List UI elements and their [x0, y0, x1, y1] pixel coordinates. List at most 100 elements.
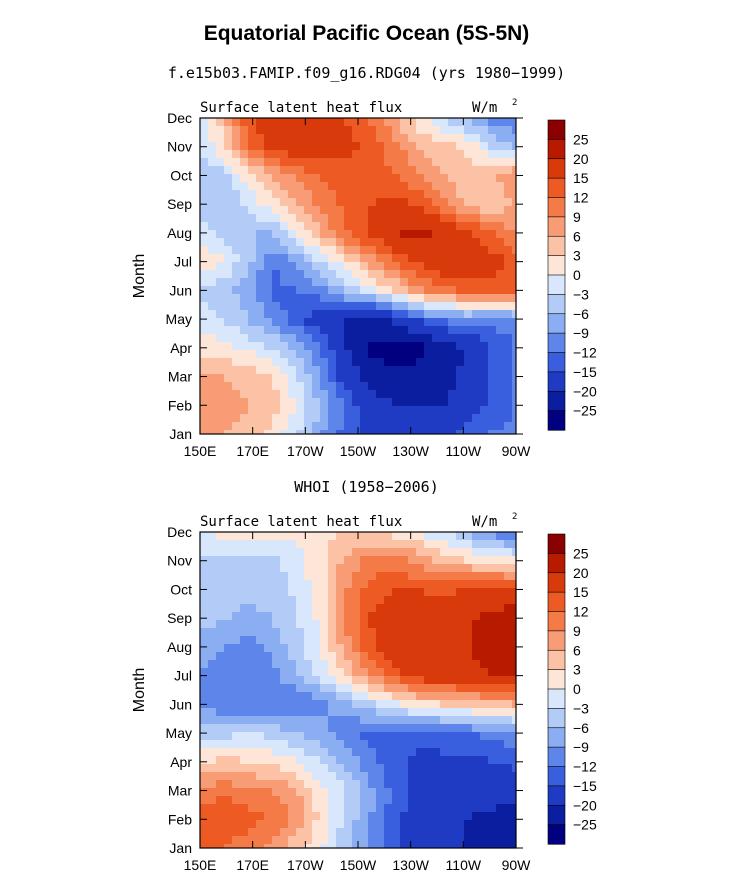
heatmap-cell	[288, 684, 297, 693]
heatmap-cell	[272, 222, 281, 231]
heatmap-cell	[320, 270, 329, 279]
heatmap-cell	[496, 326, 505, 335]
heatmap-cell	[264, 390, 273, 399]
heatmap-cell	[392, 174, 401, 183]
heatmap-cell	[320, 390, 329, 399]
heatmap-cell	[256, 382, 265, 391]
heatmap-cell	[352, 676, 361, 685]
heatmap-cell	[456, 358, 465, 367]
heatmap-cell	[400, 692, 409, 701]
heatmap-cell	[328, 780, 337, 789]
heatmap-cell	[504, 628, 513, 637]
heatmap-cell	[232, 820, 241, 829]
heatmap-cell	[360, 326, 369, 335]
heatmap-cell	[320, 548, 329, 557]
heatmap-cell	[392, 780, 401, 789]
heatmap-cell	[208, 772, 217, 781]
heatmap-cell	[504, 198, 513, 207]
heatmap-cell	[416, 254, 425, 263]
heatmap-cell	[512, 214, 516, 223]
heatmap-cell	[336, 118, 345, 127]
colorbar-swatch	[547, 533, 566, 554]
heatmap-cell	[304, 532, 313, 541]
heatmap-cell	[224, 540, 233, 549]
heatmap-cell	[240, 588, 249, 597]
heatmap-cell	[440, 556, 449, 565]
heatmap-cell	[296, 612, 305, 621]
heatmap-cell	[432, 612, 441, 621]
heatmap-cell	[424, 620, 433, 629]
heatmap-cell	[448, 406, 457, 415]
colorbar-swatch	[547, 824, 566, 845]
heatmap-cell	[360, 422, 369, 431]
heatmap-cell	[496, 828, 505, 837]
heatmap-cell	[296, 342, 305, 351]
heatmap-cell	[376, 788, 385, 797]
heatmap-cell	[464, 230, 473, 239]
heatmap-cell	[288, 532, 297, 541]
heatmap-cell	[208, 166, 217, 175]
heatmap-cell	[480, 222, 489, 231]
heatmap-cell	[512, 286, 516, 295]
heatmap-cell	[320, 166, 329, 175]
heatmap-cell	[320, 190, 329, 199]
heatmap-cell	[456, 126, 465, 135]
heatmap-cell	[408, 796, 417, 805]
heatmap-cell	[232, 398, 241, 407]
heatmap-cell	[264, 708, 273, 717]
heatmap-cell	[272, 820, 281, 829]
heatmap-cell	[424, 174, 433, 183]
units-superscript: 2	[512, 98, 517, 108]
heatmap-cell	[328, 246, 337, 255]
heatmap-cell	[424, 844, 433, 848]
heatmap-cell	[472, 788, 481, 797]
heatmap-cell	[240, 206, 249, 215]
heatmap-cell	[360, 652, 369, 661]
colorbar-label: 3	[573, 248, 581, 264]
heatmap-cell	[432, 620, 441, 629]
heatmap-cell	[488, 580, 497, 589]
heatmap-cell	[384, 166, 393, 175]
heatmap-cell	[376, 310, 385, 319]
heatmap-cell	[440, 422, 449, 431]
heatmap-cell	[272, 406, 281, 415]
heatmap-cell	[440, 844, 449, 848]
heatmap-cell	[264, 222, 273, 231]
heatmap-cell	[208, 174, 217, 183]
heatmap-cell	[488, 222, 497, 231]
heatmap-cell	[400, 126, 409, 135]
heatmap-cell	[368, 804, 377, 813]
heatmap-cell	[256, 660, 265, 669]
heatmap-cell	[264, 246, 273, 255]
panel1-subtitle: f.e15b03.FAMIP.f09_g16.RDG04 (yrs 1980−1…	[167, 64, 566, 82]
heatmap-cell	[256, 206, 265, 215]
heatmap-cell	[248, 326, 257, 335]
heatmap-cell	[200, 334, 209, 343]
heatmap-cell	[440, 724, 449, 733]
heatmap-cell	[352, 572, 361, 581]
heatmap-cell	[208, 572, 217, 581]
heatmap-cell	[280, 374, 289, 383]
heatmap-cell	[288, 350, 297, 359]
heatmap-cell	[496, 796, 505, 805]
heatmap-cell	[368, 366, 377, 375]
heatmap-cell	[248, 390, 257, 399]
heatmap-cell	[344, 334, 353, 343]
heatmap-cell	[272, 126, 281, 135]
heatmap-cell	[504, 676, 513, 685]
heatmap-cell	[456, 374, 465, 383]
heatmap-cell	[368, 406, 377, 415]
heatmap-cell	[368, 540, 377, 549]
heatmap-cell	[264, 748, 273, 757]
heatmap-cell	[480, 414, 489, 423]
heatmap-cell	[400, 302, 409, 311]
heatmap-cell	[200, 374, 209, 383]
heatmap-cell	[416, 270, 425, 279]
heatmap-cell	[376, 756, 385, 765]
heatmap-cell	[240, 406, 249, 415]
heatmap-cell	[512, 836, 516, 845]
heatmap-cell	[264, 254, 273, 263]
heatmap-cell	[504, 302, 513, 311]
heatmap-cell	[416, 262, 425, 271]
heatmap-cell	[328, 142, 337, 151]
